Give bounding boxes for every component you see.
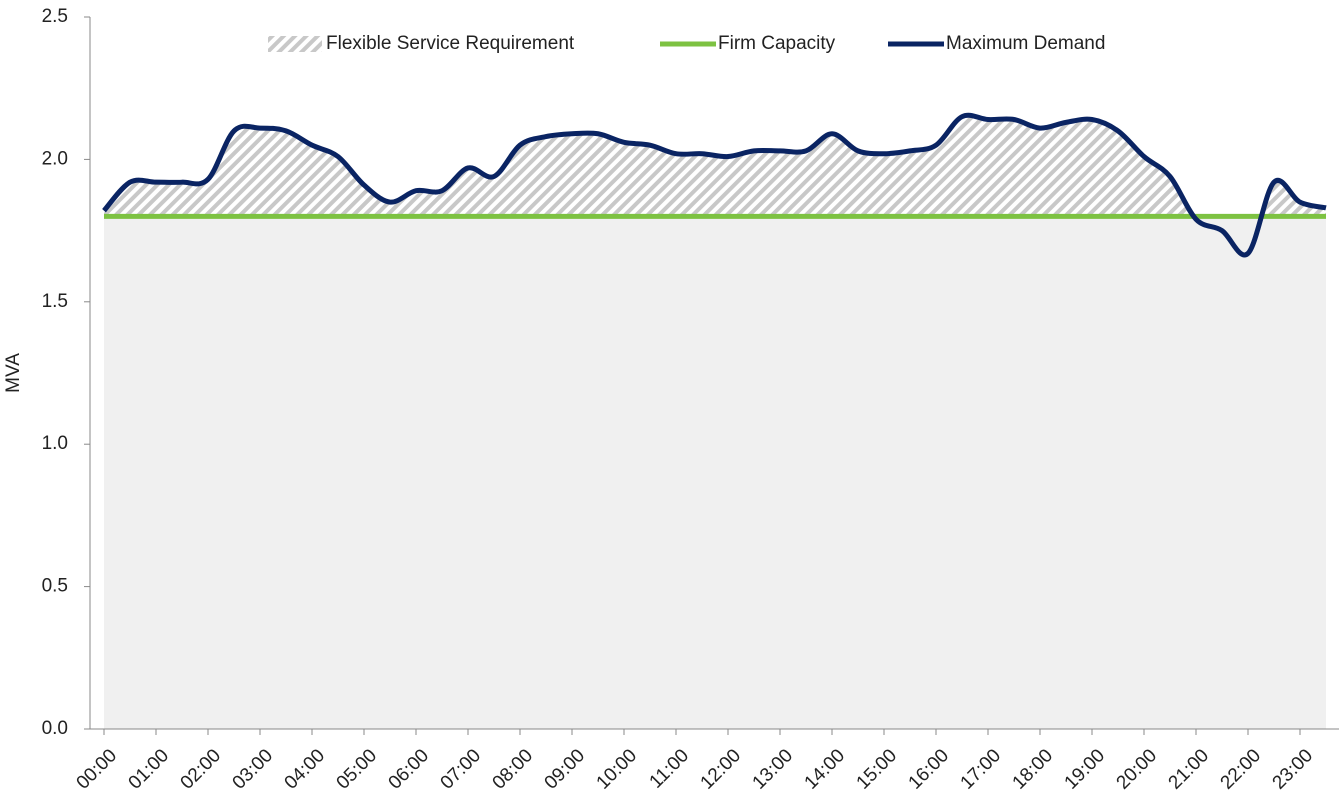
y-tick-label: 1.5: [42, 291, 68, 312]
x-tick-label: 10:00: [593, 745, 641, 793]
x-tick-label: 13:00: [749, 745, 797, 793]
legend-label: Maximum Demand: [946, 33, 1105, 54]
x-tick-label: 14:00: [801, 745, 849, 793]
x-tick-label: 21:00: [1165, 745, 1213, 793]
y-axis-title: MVA: [3, 353, 24, 393]
x-tick-label: 06:00: [385, 745, 433, 793]
x-tick-label: 17:00: [957, 745, 1005, 793]
y-tick-label: 2.0: [42, 148, 68, 169]
y-tick-label: 0.5: [42, 576, 68, 597]
x-tick-label: 23:00: [1269, 745, 1317, 793]
x-tick-label: 09:00: [541, 745, 589, 793]
x-tick-label: 07:00: [437, 745, 485, 793]
x-tick-label: 00:00: [73, 745, 121, 793]
x-tick-label: 20:00: [1113, 745, 1161, 793]
x-tick-label: 08:00: [489, 745, 537, 793]
series-line: [102, 112, 1327, 258]
x-tick-label: 02:00: [177, 745, 225, 793]
y-tick-label: 0.0: [42, 718, 68, 739]
x-tick-label: 12:00: [697, 745, 745, 793]
x-tick-label: 03:00: [229, 745, 277, 793]
x-tick-label: 19:00: [1061, 745, 1109, 793]
legend-swatch: [268, 36, 322, 52]
legend-label: Firm Capacity: [718, 33, 836, 54]
x-tick-label: 01:00: [125, 745, 173, 793]
x-tick-label: 11:00: [646, 745, 693, 792]
x-tick-label: 05:00: [333, 745, 381, 793]
flexible-area: [104, 115, 1326, 217]
y-tick-label: 2.5: [42, 6, 68, 27]
x-tick-label: 18:00: [1009, 745, 1057, 793]
y-tick-label: 1.0: [42, 433, 68, 454]
x-tick-label: 22:00: [1217, 745, 1265, 793]
x-tick-label: 15:00: [853, 745, 901, 793]
x-tick-label: 04:00: [281, 745, 329, 793]
legend-label: Flexible Service Requirement: [326, 33, 575, 54]
capacity-area: [104, 216, 1326, 730]
x-tick-label: 16:00: [905, 745, 953, 793]
